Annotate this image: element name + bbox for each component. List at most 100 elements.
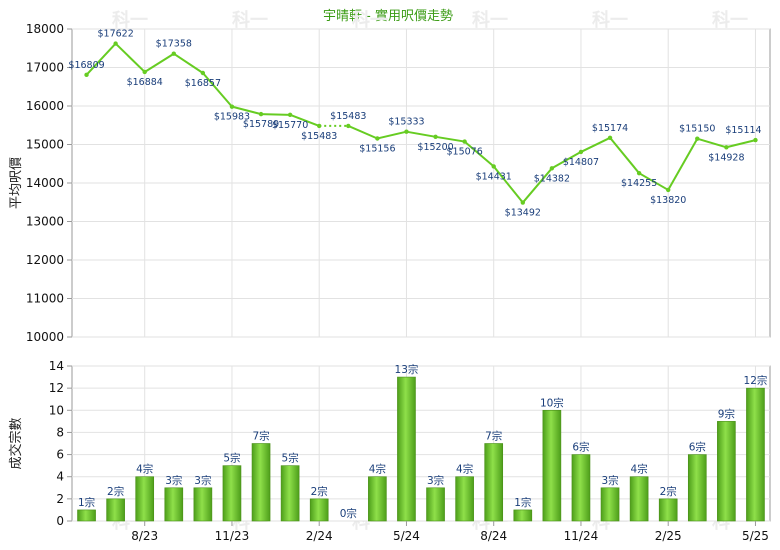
price-tick-label: 14000 (26, 176, 64, 190)
watermark-text: 科一 (472, 9, 508, 31)
price-point (375, 136, 380, 141)
volume-data-label: 2宗 (660, 485, 677, 498)
price-line-segment (231, 105, 262, 116)
price-data-label: $14255 (621, 178, 657, 189)
price-data-label: $14382 (534, 173, 570, 184)
volume-x-tick-label: 8/24 (480, 529, 507, 543)
price-point (578, 149, 584, 155)
volume-data-label: 3宗 (601, 474, 618, 487)
volume-x-tick-label: 2/25 (655, 529, 682, 543)
volume-bar (222, 465, 242, 522)
price-data-label: $15150 (679, 124, 715, 135)
volume-bar (309, 498, 329, 522)
volume-tick-label: 14 (49, 359, 64, 373)
volume-bar (135, 476, 155, 522)
price-data-label: $15770 (272, 120, 308, 131)
price-tick-label: 15000 (26, 138, 64, 152)
volume-x-tick-label: 5/24 (393, 529, 420, 543)
price-y-axis-title: 平均呎價 (9, 157, 24, 209)
price-line-segment (551, 151, 582, 170)
price-point (607, 135, 613, 141)
price-line-segment (377, 130, 407, 140)
price-y-axis: 10000 11000 12000 13000 14000 15000 16000 17000… (26, 22, 72, 344)
volume-bar (280, 465, 300, 522)
volume-bar (542, 409, 562, 522)
price-tick-label: 10000 (26, 330, 64, 344)
price-data-label: $15483 (330, 111, 366, 122)
price-point (520, 200, 525, 205)
price-data-label: $14431 (476, 171, 512, 182)
price-series-line (85, 42, 756, 204)
price-data-label: $16884 (127, 77, 163, 88)
price-point (666, 187, 671, 193)
volume-data-label: 0宗 (340, 507, 357, 520)
price-line-segment (85, 42, 117, 76)
price-data-label: $15114 (725, 125, 761, 136)
volume-tick-label: 10 (49, 403, 64, 417)
price-line-segment (347, 124, 378, 140)
volume-bar (106, 498, 125, 522)
volume-x-tick-label: 5/25 (742, 529, 769, 543)
volume-data-label: 12宗 (744, 374, 768, 387)
volume-data-label: 5宗 (223, 452, 240, 465)
volume-x-tick-label: 11/23 (215, 529, 250, 543)
price-point (491, 164, 496, 169)
watermark-text: 科一 (352, 9, 388, 31)
price-point (433, 134, 438, 139)
price-data-label: $15483 (301, 131, 337, 142)
volume-bar (77, 509, 96, 522)
volume-bar (368, 476, 387, 522)
volume-bar (251, 443, 271, 522)
price-point (287, 112, 293, 118)
price-point (636, 170, 642, 176)
price-line-chart: 10000 11000 12000 13000 14000 15000 16000 17000… (9, 22, 771, 344)
price-point (404, 129, 409, 134)
price-line-segment (667, 138, 699, 191)
price-tick-label: 16000 (26, 99, 64, 113)
price-point (695, 136, 700, 141)
price-point (258, 111, 264, 117)
volume-data-label: 7宗 (485, 430, 502, 443)
price-data-label: $15983 (214, 112, 250, 123)
price-tick-label: 17000 (26, 61, 64, 75)
volume-bar (426, 487, 445, 522)
price-point (549, 166, 555, 171)
price-line-segment (463, 140, 495, 168)
price-line-segment (173, 52, 204, 74)
chart-title: 宇晴軒 - 實用呎價走勢 (323, 8, 453, 24)
volume-data-label: 5宗 (282, 452, 299, 465)
volume-bar (746, 387, 765, 522)
price-data-label: $15174 (592, 123, 628, 134)
price-line-segment (726, 139, 756, 149)
volume-x-tick-label: 11/24 (564, 529, 599, 543)
price-data-label: $15076 (446, 147, 482, 158)
volume-data-label: 2宗 (311, 485, 328, 498)
volume-tick-label: 2 (56, 492, 64, 506)
volume-bar (717, 421, 736, 522)
price-point (113, 41, 118, 46)
volume-data-label: 1宗 (78, 496, 95, 509)
volume-data-label: 7宗 (252, 430, 269, 443)
price-data-label: $16857 (185, 78, 221, 89)
price-point (753, 137, 758, 143)
watermark-text: 科一 (112, 9, 148, 31)
price-point (84, 72, 89, 78)
price-tick-label: 13000 (26, 215, 64, 229)
volume-bar (600, 487, 620, 522)
volume-plot-area (71, 365, 771, 522)
price-line-segment (261, 113, 291, 116)
price-tick-label: 18000 (26, 22, 64, 36)
volume-data-label: 13宗 (395, 363, 419, 376)
volume-tick-label: 12 (49, 381, 64, 395)
volume-data-label: 3宗 (165, 474, 182, 487)
volume-gridlines (72, 365, 770, 522)
price-data-label: $15333 (388, 117, 424, 128)
volume-data-label: 2宗 (107, 485, 124, 498)
price-point (171, 51, 176, 56)
volume-tick-label: 4 (56, 470, 64, 484)
volume-bar (484, 443, 504, 522)
price-line-segment (609, 137, 640, 174)
price-data-label: $13820 (650, 195, 686, 206)
price-line-segment (522, 167, 553, 204)
